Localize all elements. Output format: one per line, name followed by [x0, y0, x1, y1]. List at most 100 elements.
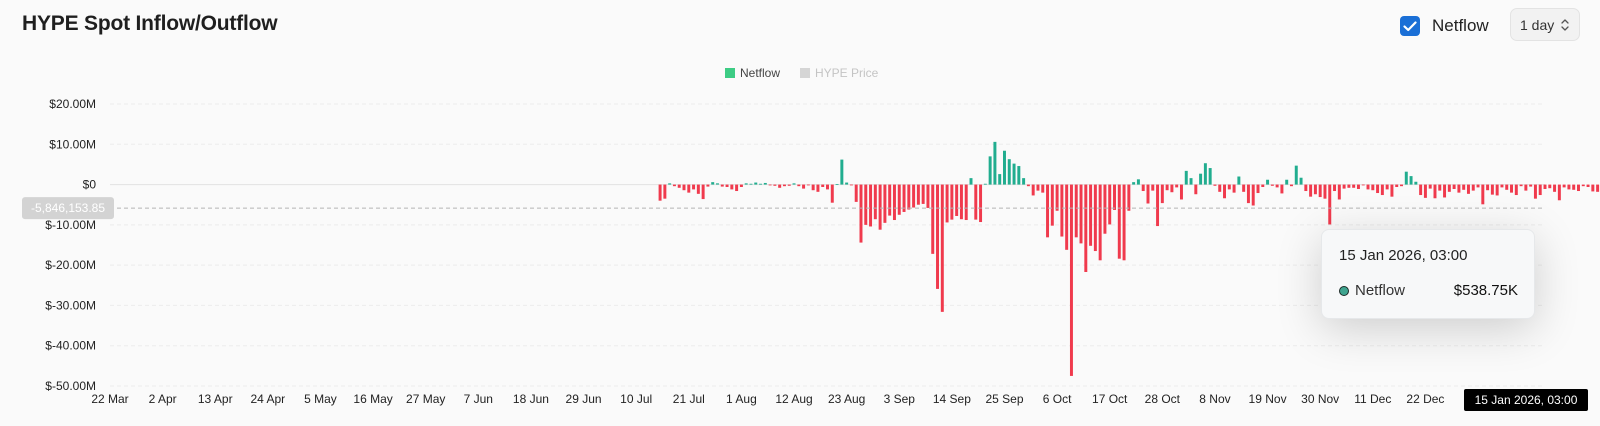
netflow-bar[interactable]: [1304, 184, 1308, 192]
netflow-bar[interactable]: [711, 182, 715, 185]
netflow-bar[interactable]: [797, 184, 801, 187]
netflow-bar[interactable]: [672, 184, 676, 187]
netflow-bar[interactable]: [1098, 184, 1102, 261]
netflow-bar[interactable]: [1223, 184, 1226, 199]
netflow-bar[interactable]: [1533, 184, 1537, 199]
netflow-bar[interactable]: [735, 184, 739, 192]
netflow-bar[interactable]: [830, 184, 834, 203]
netflow-bar[interactable]: [1443, 184, 1447, 198]
netflow-bar[interactable]: [974, 184, 978, 220]
netflow-bar[interactable]: [1385, 184, 1389, 190]
netflow-bar[interactable]: [826, 184, 829, 190]
netflow-bar[interactable]: [912, 184, 916, 208]
netflow-bar[interactable]: [658, 184, 662, 201]
netflow-bar[interactable]: [1194, 184, 1198, 195]
netflow-bar[interactable]: [768, 184, 772, 186]
netflow-bar[interactable]: [1486, 184, 1490, 191]
netflow-bar[interactable]: [1227, 184, 1231, 190]
netflow-bar[interactable]: [1184, 170, 1188, 185]
netflow-bar[interactable]: [1156, 184, 1160, 227]
netflow-bar[interactable]: [1026, 184, 1030, 187]
netflow-bar[interactable]: [969, 178, 973, 185]
netflow-bar[interactable]: [1548, 184, 1552, 189]
netflow-bar[interactable]: [1471, 184, 1475, 191]
netflow-bar[interactable]: [921, 184, 925, 204]
netflow-bar[interactable]: [1036, 184, 1040, 191]
netflow-bar[interactable]: [1457, 184, 1461, 193]
legend-label[interactable]: Netflow: [740, 66, 780, 80]
netflow-bar[interactable]: [883, 184, 887, 223]
netflow-bar[interactable]: [1179, 184, 1183, 200]
netflow-bar[interactable]: [701, 184, 705, 200]
netflow-bar[interactable]: [1160, 184, 1164, 204]
netflow-bar[interactable]: [907, 184, 911, 210]
legend-swatch[interactable]: [800, 68, 810, 78]
netflow-bar[interactable]: [892, 184, 896, 221]
netflow-bar[interactable]: [744, 183, 748, 185]
netflow-bar[interactable]: [1591, 184, 1595, 192]
netflow-bar[interactable]: [1495, 184, 1499, 196]
netflow-bar[interactable]: [1213, 184, 1217, 186]
netflow-bar[interactable]: [1462, 184, 1466, 190]
netflow-bar[interactable]: [1299, 177, 1303, 185]
netflow-bar[interactable]: [1380, 184, 1384, 196]
netflow-bar[interactable]: [1007, 159, 1011, 185]
netflow-bar[interactable]: [773, 184, 777, 186]
netflow-bar[interactable]: [1055, 184, 1059, 211]
netflow-bar[interactable]: [778, 184, 782, 188]
netflow-bar[interactable]: [1175, 184, 1179, 188]
netflow-bar[interactable]: [1165, 184, 1169, 191]
netflow-bar[interactable]: [1414, 181, 1418, 185]
netflow-bar[interactable]: [1366, 184, 1370, 190]
netflow-bar[interactable]: [806, 184, 810, 186]
netflow-bar[interactable]: [1313, 184, 1317, 195]
netflow-bar[interactable]: [1017, 166, 1021, 185]
netflow-bars[interactable]: [658, 141, 1600, 376]
netflow-bar[interactable]: [888, 184, 892, 216]
netflow-bar[interactable]: [979, 184, 983, 223]
netflow-bar[interactable]: [1581, 184, 1585, 187]
netflow-bar[interactable]: [1218, 184, 1222, 192]
netflow-bar[interactable]: [1577, 184, 1580, 192]
netflow-bar[interactable]: [782, 184, 786, 187]
netflow-bar[interactable]: [1189, 178, 1193, 185]
netflow-bar[interactable]: [1261, 184, 1265, 187]
netflow-bar[interactable]: [739, 184, 743, 187]
netflow-bar[interactable]: [1046, 184, 1050, 238]
netflow-bar[interactable]: [1242, 184, 1246, 192]
netflow-bar[interactable]: [1208, 168, 1212, 185]
netflow-bar[interactable]: [1562, 184, 1566, 188]
netflow-bar[interactable]: [663, 184, 667, 199]
netflow-bar[interactable]: [1089, 184, 1093, 246]
legend-swatch[interactable]: [725, 68, 735, 78]
netflow-bar[interactable]: [725, 184, 729, 187]
netflow-bar[interactable]: [749, 183, 753, 185]
netflow-bar[interactable]: [1323, 184, 1327, 199]
netflow-bar[interactable]: [1529, 184, 1533, 187]
netflow-bar[interactable]: [1337, 184, 1341, 200]
netflow-bar[interactable]: [945, 184, 949, 223]
netflow-bar[interactable]: [845, 182, 849, 185]
netflow-bar[interactable]: [1270, 184, 1274, 186]
netflow-bar[interactable]: [936, 184, 939, 289]
netflow-bar[interactable]: [1203, 163, 1207, 185]
netflow-bar[interactable]: [1376, 184, 1380, 194]
netflow-bar[interactable]: [1256, 184, 1260, 194]
netflow-bar[interactable]: [792, 183, 796, 185]
netflow-bar[interactable]: [696, 184, 700, 194]
netflow-bar[interactable]: [1390, 184, 1394, 197]
netflow-bar[interactable]: [821, 184, 825, 187]
netflow-bar[interactable]: [897, 184, 901, 215]
netflow-bar[interactable]: [1069, 184, 1073, 376]
netflow-bar[interactable]: [1596, 184, 1600, 192]
netflow-bar[interactable]: [1452, 184, 1456, 189]
netflow-bar[interactable]: [1481, 184, 1485, 205]
netflow-bar[interactable]: [1136, 179, 1140, 185]
netflow-bar[interactable]: [687, 184, 691, 193]
netflow-bar[interactable]: [787, 184, 791, 186]
netflow-bar[interactable]: [1361, 184, 1365, 186]
netflow-bar[interactable]: [840, 159, 844, 185]
netflow-bar[interactable]: [668, 183, 672, 185]
netflow-bar[interactable]: [1237, 176, 1241, 185]
